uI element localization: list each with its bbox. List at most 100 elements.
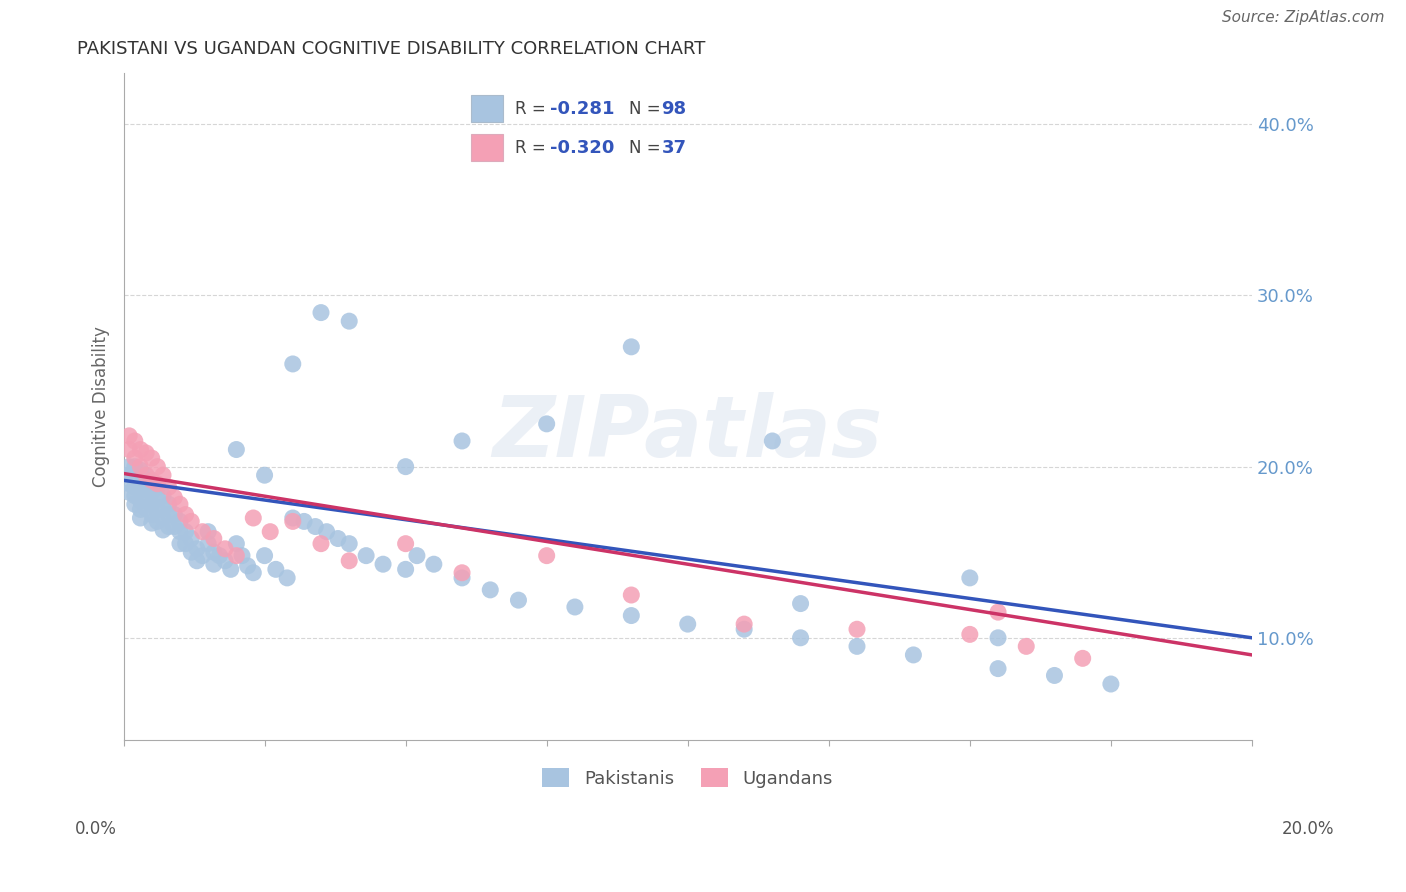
Point	[846, 622, 869, 636]
Point	[124, 468, 146, 483]
Point	[219, 562, 242, 576]
Point	[180, 545, 202, 559]
Point	[129, 463, 152, 477]
Point	[337, 554, 360, 568]
Point	[292, 515, 315, 529]
Point	[118, 468, 141, 483]
Point	[259, 524, 281, 539]
Point	[1043, 668, 1066, 682]
Point	[135, 468, 157, 483]
Point	[197, 524, 219, 539]
Point	[141, 497, 163, 511]
Point	[479, 582, 502, 597]
Point	[225, 536, 247, 550]
Point	[146, 459, 169, 474]
Point	[508, 593, 530, 607]
Point	[146, 476, 169, 491]
Point	[129, 459, 152, 474]
Legend: Pakistanis, Ugandans: Pakistanis, Ugandans	[536, 761, 841, 795]
Text: Source: ZipAtlas.com: Source: ZipAtlas.com	[1222, 11, 1385, 25]
Point	[789, 631, 811, 645]
Point	[536, 549, 558, 563]
Point	[406, 549, 429, 563]
Point	[191, 524, 214, 539]
Point	[959, 571, 981, 585]
Point	[124, 459, 146, 474]
Point	[129, 494, 152, 508]
Point	[135, 491, 157, 505]
Point	[118, 476, 141, 491]
Point	[371, 558, 394, 572]
Point	[1071, 651, 1094, 665]
Point	[157, 508, 180, 522]
Point	[180, 532, 202, 546]
Point	[451, 566, 474, 580]
Point	[118, 442, 141, 457]
Point	[202, 558, 225, 572]
Point	[163, 508, 186, 522]
Point	[733, 622, 755, 636]
Point	[225, 549, 247, 563]
Point	[174, 508, 197, 522]
Point	[152, 468, 174, 483]
Point	[141, 485, 163, 500]
Point	[620, 588, 643, 602]
Point	[174, 536, 197, 550]
Point	[157, 480, 180, 494]
Point	[253, 468, 276, 483]
Point	[987, 631, 1010, 645]
Point	[157, 519, 180, 533]
Point	[152, 489, 174, 503]
Point	[276, 571, 298, 585]
Point	[129, 511, 152, 525]
Point	[242, 511, 264, 525]
Point	[135, 480, 157, 494]
Point	[326, 532, 349, 546]
Point	[118, 459, 141, 474]
Point	[987, 605, 1010, 619]
Point	[202, 545, 225, 559]
Point	[141, 473, 163, 487]
Point	[202, 532, 225, 546]
Point	[180, 515, 202, 529]
Point	[135, 446, 157, 460]
Point	[169, 515, 191, 529]
Point	[214, 541, 236, 556]
Text: 20.0%: 20.0%	[1281, 820, 1334, 838]
Point	[451, 571, 474, 585]
Y-axis label: Cognitive Disability: Cognitive Disability	[93, 326, 110, 487]
Point	[394, 536, 416, 550]
Point	[152, 511, 174, 525]
Point	[135, 500, 157, 515]
Point	[281, 515, 304, 529]
Point	[620, 340, 643, 354]
Point	[186, 554, 208, 568]
Point	[231, 549, 253, 563]
Point	[191, 549, 214, 563]
Point	[186, 541, 208, 556]
Point	[169, 524, 191, 539]
Point	[124, 434, 146, 448]
Point	[152, 523, 174, 537]
Point	[163, 519, 186, 533]
Point	[789, 597, 811, 611]
Point	[225, 442, 247, 457]
Text: PAKISTANI VS UGANDAN COGNITIVE DISABILITY CORRELATION CHART: PAKISTANI VS UGANDAN COGNITIVE DISABILIT…	[77, 40, 706, 58]
Point	[169, 536, 191, 550]
Point	[536, 417, 558, 431]
Point	[129, 473, 152, 487]
Point	[987, 662, 1010, 676]
Point	[394, 459, 416, 474]
Point	[423, 558, 446, 572]
Point	[124, 489, 146, 503]
Point	[152, 500, 174, 515]
Point	[146, 515, 169, 529]
Point	[394, 562, 416, 576]
Point	[141, 516, 163, 530]
Point	[146, 502, 169, 516]
Point	[118, 429, 141, 443]
Point	[236, 558, 259, 573]
Point	[242, 566, 264, 580]
Point	[309, 536, 332, 550]
Point	[129, 483, 152, 498]
